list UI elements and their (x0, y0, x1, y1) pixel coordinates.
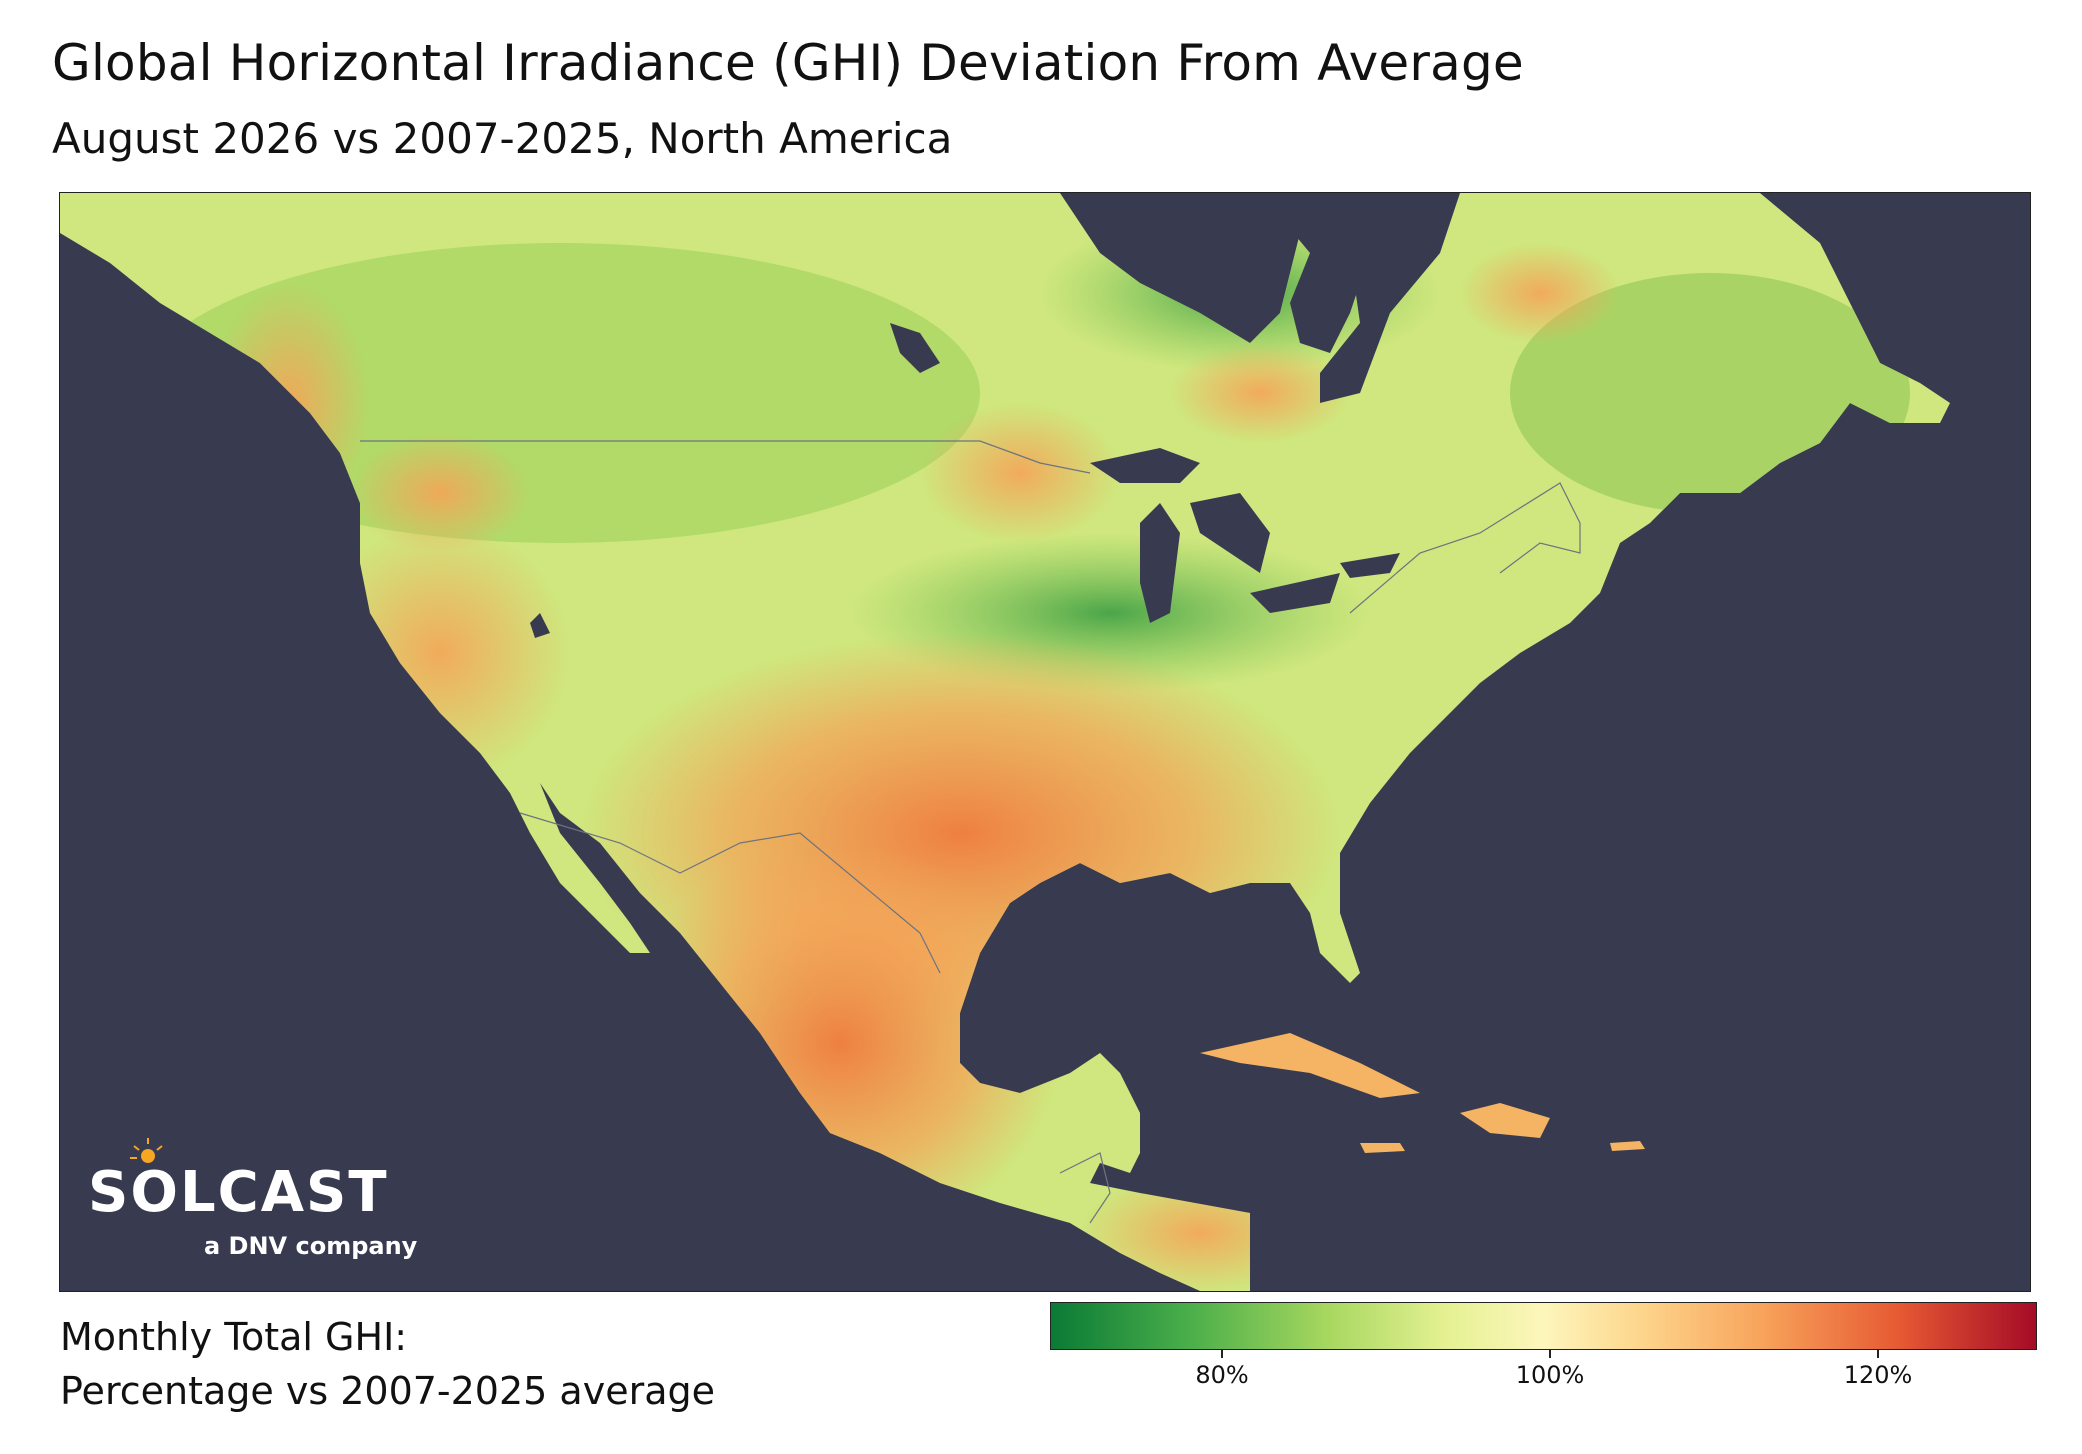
map-canvas (60, 193, 2030, 1291)
tick-label-80: 80% (1195, 1361, 1249, 1389)
color-scale-bar (1050, 1302, 2037, 1350)
tick-label-100: 100% (1515, 1361, 1585, 1389)
legend-title-line2: Percentage vs 2007-2025 average (60, 1369, 715, 1413)
tick-mark-80 (1221, 1350, 1223, 1358)
tick-label-120: 120% (1843, 1361, 1913, 1389)
water-bodies (530, 193, 1400, 638)
legend-title-line1: Monthly Total GHI: (60, 1315, 408, 1359)
legend-description: Monthly Total GHI: Percentage vs 2007-20… (60, 1310, 715, 1418)
brand-wordmark: SOLCAST (88, 1160, 389, 1225)
brand-tagline: a DNV company (204, 1232, 418, 1260)
solcast-logo: SOLCAST a DNV company (88, 1138, 428, 1270)
tick-mark-120 (1877, 1350, 1879, 1358)
country-borders (360, 440, 1581, 1224)
map-title: Global Horizontal Irradiance (GHI) Devia… (52, 34, 1524, 92)
sun-icon (130, 1138, 163, 1163)
map-subtitle: August 2026 vs 2007-2025, North America (52, 114, 953, 163)
tick-mark-100 (1549, 1350, 1551, 1358)
ghi-deviation-map (59, 192, 2031, 1292)
caribbean-islands (1200, 1033, 1645, 1153)
